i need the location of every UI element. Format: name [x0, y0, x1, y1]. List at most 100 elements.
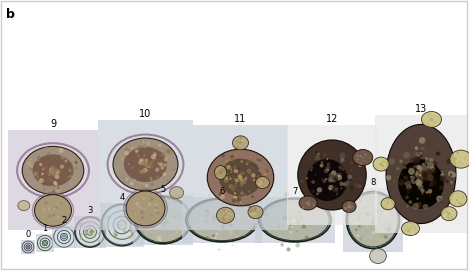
Circle shape [245, 139, 247, 141]
Circle shape [149, 151, 150, 153]
Ellipse shape [126, 191, 165, 226]
Circle shape [363, 160, 365, 161]
Circle shape [119, 227, 120, 228]
Circle shape [403, 163, 406, 166]
Circle shape [388, 158, 395, 165]
Circle shape [331, 173, 333, 176]
Text: 10: 10 [139, 109, 151, 119]
Circle shape [223, 170, 224, 171]
Circle shape [212, 220, 215, 223]
Circle shape [161, 178, 163, 179]
Circle shape [425, 157, 428, 160]
Circle shape [359, 207, 360, 209]
Circle shape [404, 182, 407, 185]
Circle shape [143, 162, 145, 165]
Circle shape [415, 146, 418, 150]
Circle shape [75, 162, 78, 164]
Circle shape [451, 211, 453, 214]
Circle shape [295, 230, 298, 232]
Circle shape [51, 168, 55, 173]
Circle shape [355, 228, 358, 231]
Circle shape [405, 230, 407, 231]
Circle shape [301, 180, 304, 183]
Circle shape [251, 208, 254, 211]
Circle shape [83, 233, 88, 236]
Circle shape [407, 206, 408, 207]
Circle shape [422, 177, 424, 179]
Circle shape [129, 228, 133, 232]
Circle shape [137, 203, 139, 205]
Circle shape [139, 198, 143, 202]
Circle shape [451, 172, 456, 178]
Circle shape [205, 219, 208, 222]
Circle shape [426, 191, 428, 194]
Ellipse shape [422, 111, 441, 127]
Circle shape [460, 165, 461, 166]
Circle shape [308, 204, 310, 206]
Circle shape [386, 227, 391, 232]
Circle shape [89, 233, 91, 235]
Circle shape [145, 169, 149, 172]
Circle shape [456, 152, 459, 154]
Circle shape [242, 141, 243, 143]
Circle shape [360, 155, 362, 157]
Circle shape [220, 207, 225, 211]
Circle shape [413, 173, 419, 178]
Circle shape [282, 225, 285, 227]
Circle shape [240, 136, 242, 139]
Text: 9: 9 [50, 119, 56, 129]
Circle shape [138, 206, 139, 208]
Circle shape [386, 175, 391, 180]
Circle shape [227, 173, 231, 177]
Circle shape [232, 244, 233, 246]
Circle shape [430, 118, 433, 121]
Circle shape [54, 174, 60, 179]
Circle shape [358, 225, 362, 228]
Circle shape [360, 155, 361, 157]
Circle shape [317, 153, 320, 155]
Circle shape [454, 203, 456, 205]
Circle shape [409, 226, 412, 228]
Circle shape [413, 226, 415, 228]
Circle shape [251, 173, 256, 178]
Circle shape [326, 165, 330, 170]
Circle shape [230, 159, 232, 161]
Circle shape [417, 172, 423, 178]
Circle shape [42, 184, 44, 186]
Circle shape [147, 165, 150, 168]
Circle shape [431, 119, 432, 120]
Bar [343, 188, 403, 252]
Circle shape [246, 164, 248, 165]
Circle shape [159, 240, 161, 242]
Circle shape [178, 227, 182, 231]
Circle shape [347, 174, 350, 178]
Circle shape [81, 233, 83, 235]
Circle shape [74, 156, 78, 160]
Circle shape [254, 211, 257, 214]
Circle shape [284, 192, 289, 197]
Circle shape [222, 220, 223, 221]
Circle shape [388, 222, 392, 226]
Circle shape [90, 230, 92, 233]
Circle shape [450, 173, 453, 176]
Ellipse shape [348, 193, 398, 247]
Circle shape [161, 204, 164, 207]
Circle shape [78, 222, 82, 226]
Circle shape [335, 173, 340, 178]
Circle shape [222, 217, 225, 219]
Circle shape [98, 231, 100, 233]
Circle shape [46, 200, 48, 202]
Ellipse shape [35, 195, 71, 226]
Circle shape [220, 171, 222, 173]
Circle shape [146, 207, 148, 209]
Circle shape [27, 161, 31, 166]
Circle shape [457, 195, 459, 196]
Circle shape [123, 230, 127, 233]
Circle shape [89, 233, 92, 237]
Circle shape [141, 216, 144, 219]
Circle shape [240, 180, 245, 185]
Circle shape [142, 168, 147, 173]
Circle shape [172, 223, 174, 225]
Circle shape [215, 209, 219, 213]
Circle shape [238, 217, 242, 221]
